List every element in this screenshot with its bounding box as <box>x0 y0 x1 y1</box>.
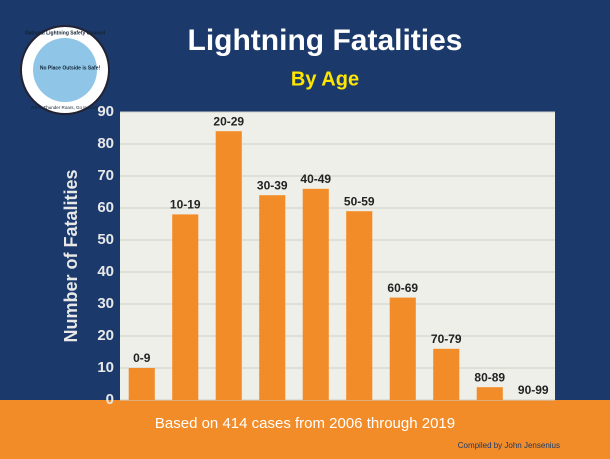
y-tick-label: 80 <box>97 135 114 152</box>
credit: Compiled by John Jensenius <box>458 441 560 450</box>
chart-title: Lightning Fatalities <box>188 24 463 57</box>
bar-category-label: 20-29 <box>213 114 244 128</box>
logo-slogan: When Thunder Roars, Go Indoors! <box>31 105 100 110</box>
bar-category-label: 40-49 <box>300 172 331 186</box>
y-tick-label: 60 <box>97 199 114 216</box>
chart-subtitle: By Age <box>291 68 359 90</box>
bar-category-label: 70-79 <box>431 332 462 346</box>
bar <box>346 211 373 400</box>
bar <box>389 297 416 400</box>
bar <box>476 387 503 400</box>
y-tick-label: 70 <box>97 167 114 184</box>
y-tick-label: 0 <box>106 391 114 408</box>
logo-center <box>33 38 97 102</box>
bar-category-label: 50-59 <box>344 194 375 208</box>
y-axis-label: Number of Fatalities <box>61 169 81 342</box>
logo: National Lightning Safety Council No Pla… <box>20 25 110 115</box>
logo-name: National Lightning Safety Council <box>25 30 106 36</box>
bar <box>433 348 460 400</box>
footnote: Based on 414 cases from 2006 through 201… <box>155 415 455 432</box>
bar-category-label: 10-19 <box>170 198 201 212</box>
bar-category-label: 0-9 <box>133 351 151 365</box>
y-tick-label: 20 <box>97 327 114 344</box>
bar-category-label: 30-39 <box>257 178 288 192</box>
y-tick-label: 10 <box>97 359 114 376</box>
bar <box>302 188 329 400</box>
bar <box>128 368 155 400</box>
y-tick-label: 30 <box>97 295 114 312</box>
footer-band <box>0 400 610 459</box>
bar <box>215 131 242 400</box>
y-tick-label: 40 <box>97 263 114 280</box>
y-tick-label: 90 <box>97 103 114 120</box>
bar <box>172 214 199 400</box>
y-tick-label: 50 <box>97 231 114 248</box>
logo-motto: No Place Outside is Safe! <box>40 65 101 71</box>
bar-category-label: 60-69 <box>387 281 418 295</box>
bar-category-label: 90-99 <box>518 383 549 397</box>
bar-category-label: 80-89 <box>474 370 505 384</box>
bar <box>259 195 286 400</box>
